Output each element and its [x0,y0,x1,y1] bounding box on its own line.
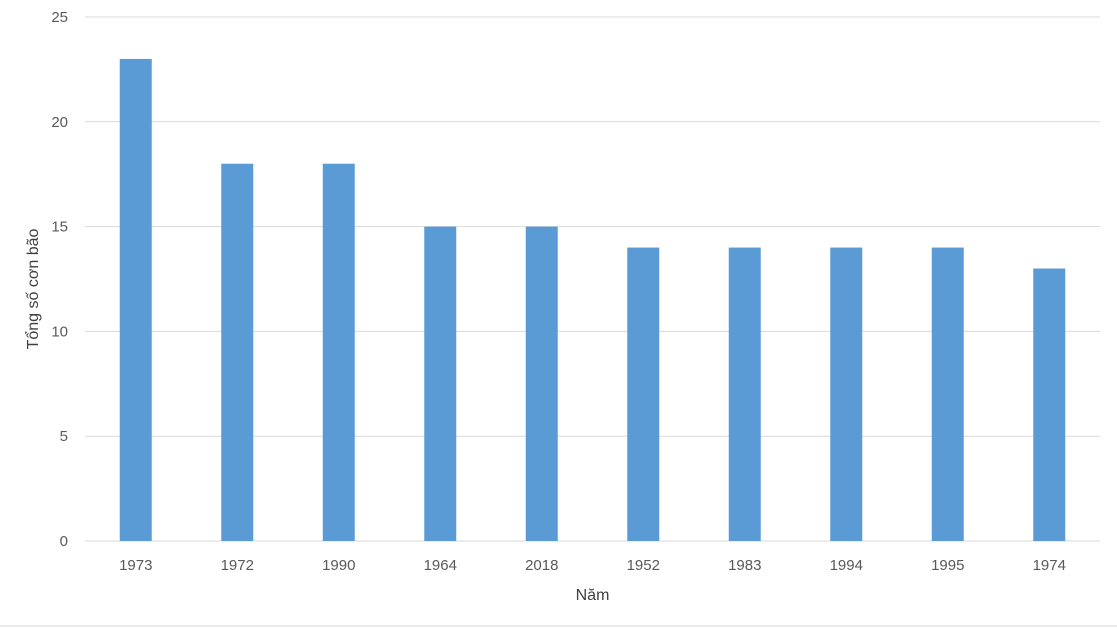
y-tick-label: 20 [51,114,68,131]
y-tick-label: 0 [60,533,68,550]
bar-1964 [424,226,457,541]
bar-2018 [525,226,558,541]
bar-1994 [830,247,863,541]
bar-1973 [119,58,152,542]
y-tick-label: 25 [51,9,68,26]
bar-1983 [728,247,761,541]
bar-1990 [322,163,355,541]
bars [119,58,1066,542]
x-tick-label: 1994 [830,557,863,574]
bar-1974 [1033,268,1066,541]
y-tick-label: 10 [51,323,68,340]
gridlines [85,16,1100,542]
x-tick-label: 1983 [728,557,761,574]
x-axis-title: Năm [576,587,610,604]
y-axis-ticks: 0 5 10 15 20 25 [51,9,68,550]
x-tick-label: 1995 [931,557,964,574]
x-axis-ticks: 1973 1972 1990 1964 2018 1952 1983 1994 1995 1974 [119,557,1066,574]
bar-1952 [627,247,660,541]
bar-1995 [931,247,964,541]
x-tick-label: 1972 [221,557,254,574]
y-tick-label: 5 [60,428,68,445]
x-tick-label: 2018 [525,557,558,574]
x-tick-label: 1952 [627,557,660,574]
x-tick-label: 1974 [1033,557,1066,574]
y-tick-label: 15 [51,219,68,236]
x-tick-label: 1990 [322,557,355,574]
x-tick-label: 1973 [119,557,152,574]
bar-1972 [221,163,254,541]
y-axis-title: Tổng số cơn bão [24,229,42,350]
x-tick-label: 1964 [424,557,457,574]
